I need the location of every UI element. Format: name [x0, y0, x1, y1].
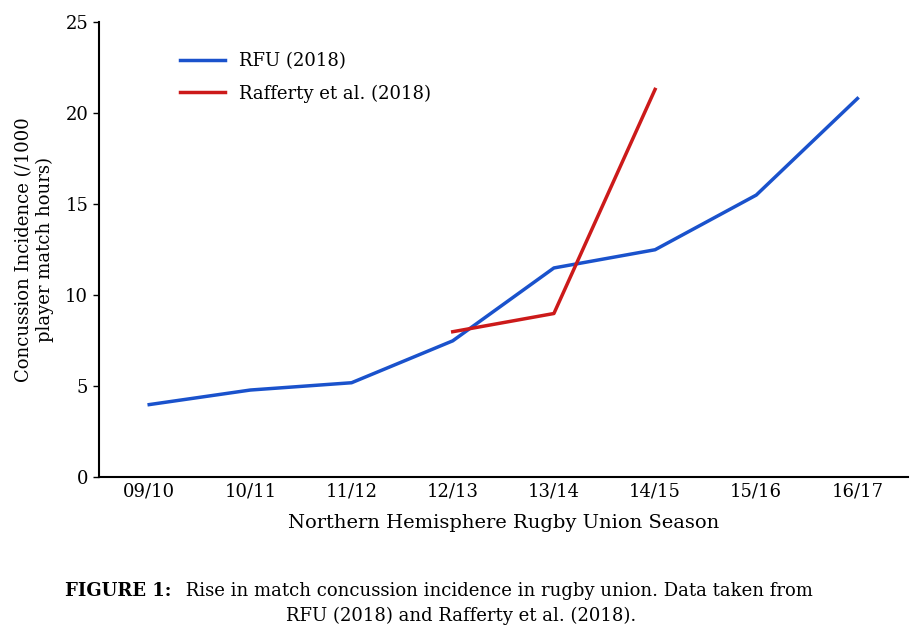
Line: Rafferty et al. (2018): Rafferty et al. (2018)	[452, 89, 655, 331]
RFU (2018)	[650, 246, 661, 253]
Legend: RFU (2018), Rafferty et al. (2018): RFU (2018), Rafferty et al. (2018)	[173, 45, 438, 110]
RFU (2018)	[245, 386, 256, 394]
Text: FIGURE 1:: FIGURE 1:	[65, 582, 171, 600]
Rafferty et al. (2018)	[447, 328, 458, 335]
RFU (2018)	[548, 264, 559, 272]
Text: Rise in match concussion incidence in rugby union. Data taken from: Rise in match concussion incidence in ru…	[180, 582, 813, 600]
Rafferty et al. (2018)	[548, 309, 559, 317]
Rafferty et al. (2018)	[650, 86, 661, 93]
RFU (2018)	[447, 337, 458, 345]
RFU (2018)	[852, 95, 863, 103]
Line: RFU (2018): RFU (2018)	[150, 99, 857, 404]
Text: RFU (2018) and Rafferty et al. (2018).: RFU (2018) and Rafferty et al. (2018).	[286, 607, 637, 625]
RFU (2018)	[750, 191, 761, 199]
Y-axis label: Concussion Incidence (/1000
player match hours): Concussion Incidence (/1000 player match…	[15, 118, 54, 382]
RFU (2018)	[144, 401, 155, 408]
RFU (2018)	[346, 379, 357, 386]
X-axis label: Northern Hemisphere Rugby Union Season: Northern Hemisphere Rugby Union Season	[288, 515, 719, 532]
